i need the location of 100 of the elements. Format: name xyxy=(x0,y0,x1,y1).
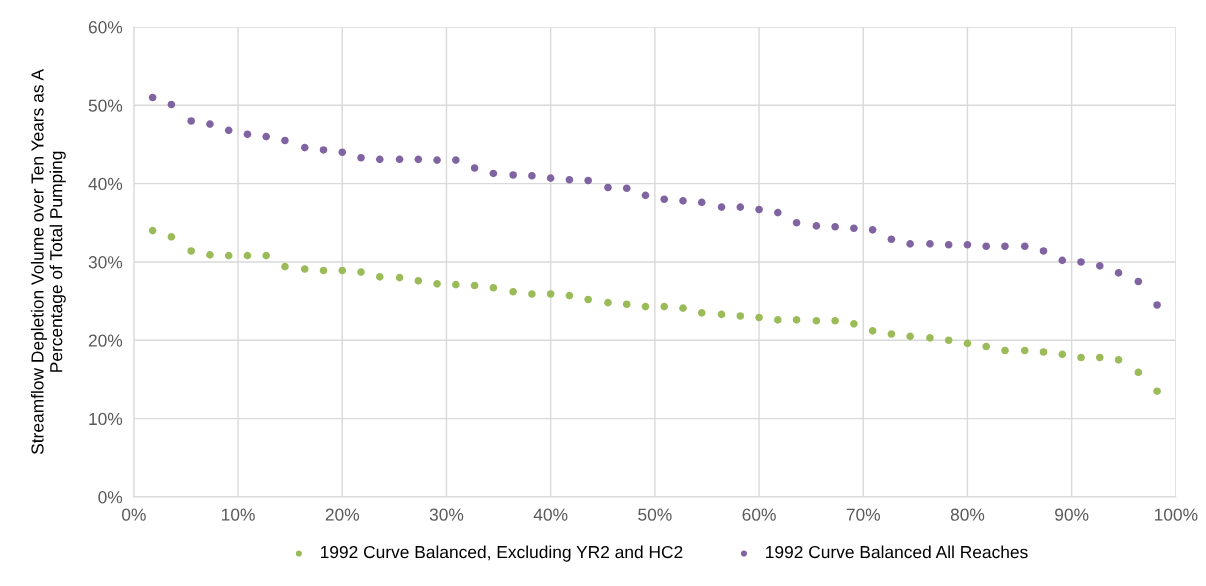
point xyxy=(395,273,404,282)
point xyxy=(546,174,555,182)
point xyxy=(641,302,650,311)
y-tick-label: 10% xyxy=(89,412,123,426)
x-tick-label: 20% xyxy=(325,508,360,521)
point xyxy=(717,203,726,211)
point xyxy=(375,273,384,281)
point xyxy=(433,156,441,164)
point xyxy=(395,155,404,164)
point xyxy=(850,320,858,328)
point xyxy=(357,268,365,276)
point xyxy=(509,171,517,179)
point xyxy=(300,265,309,273)
x-tick-label: 0% xyxy=(122,508,146,521)
point xyxy=(641,191,650,200)
point xyxy=(338,148,347,157)
point xyxy=(167,100,176,109)
point xyxy=(1058,256,1067,265)
point xyxy=(926,240,934,248)
point xyxy=(281,136,289,145)
point xyxy=(509,287,517,296)
point xyxy=(963,240,972,249)
x-tick-label: 80% xyxy=(950,508,985,521)
point xyxy=(206,120,214,128)
point xyxy=(357,153,365,162)
point xyxy=(1001,346,1009,355)
point xyxy=(831,222,839,231)
x-tick-label: 100% xyxy=(1154,508,1198,521)
y-tick-label: 30% xyxy=(88,256,123,269)
point xyxy=(319,146,328,154)
point xyxy=(565,291,574,300)
point xyxy=(755,205,763,214)
point xyxy=(338,266,347,275)
point xyxy=(206,251,214,259)
y-axis-title: Streamflow Depletion Volume over Ten Years as A Percentage of Total Pumping xyxy=(30,69,66,455)
point xyxy=(1114,356,1123,364)
point xyxy=(224,251,233,260)
point xyxy=(414,276,423,285)
point xyxy=(187,117,195,125)
point xyxy=(452,280,460,289)
point xyxy=(243,130,252,139)
point xyxy=(831,316,839,325)
point xyxy=(489,283,498,292)
point xyxy=(224,126,233,135)
point xyxy=(697,309,706,317)
x-tick-label: 10% xyxy=(222,508,255,521)
point xyxy=(1134,277,1143,286)
x-tick-label: 70% xyxy=(846,508,881,521)
point xyxy=(679,304,687,312)
point xyxy=(887,235,896,244)
point xyxy=(868,327,877,335)
point xyxy=(604,183,612,192)
point xyxy=(584,176,592,185)
point xyxy=(850,224,858,233)
point xyxy=(167,233,176,241)
point xyxy=(717,310,726,319)
point xyxy=(584,295,592,304)
x-tick-label: 30% xyxy=(429,508,464,521)
point xyxy=(489,169,498,178)
point xyxy=(887,330,896,338)
point xyxy=(755,313,763,322)
point xyxy=(187,247,195,255)
legend-label: 1992 Curve Balanced All Reaches xyxy=(766,545,1028,559)
point xyxy=(944,336,953,345)
point xyxy=(414,155,423,164)
y-tick-label: 60% xyxy=(88,21,123,34)
point xyxy=(565,175,574,184)
point xyxy=(528,290,536,298)
point xyxy=(470,164,479,172)
point xyxy=(792,218,801,227)
point xyxy=(774,316,782,324)
legend-label: 1992 Curve Balanced, Excluding YR2 and HC2 xyxy=(320,545,683,562)
point xyxy=(944,240,953,249)
point xyxy=(679,197,687,205)
point xyxy=(148,93,157,102)
point xyxy=(528,171,536,180)
point xyxy=(1114,269,1123,277)
point xyxy=(982,342,991,351)
point xyxy=(774,208,782,217)
point xyxy=(1153,387,1161,395)
point xyxy=(812,316,821,325)
point xyxy=(622,300,631,309)
point xyxy=(1058,350,1067,359)
point xyxy=(1077,353,1085,362)
point xyxy=(1077,258,1085,266)
y-tick-label: 40% xyxy=(88,177,123,191)
point xyxy=(868,226,877,234)
y-tick-label: 20% xyxy=(88,334,123,347)
point xyxy=(300,143,309,152)
point xyxy=(982,242,991,251)
point xyxy=(1039,348,1048,356)
point xyxy=(697,198,706,207)
x-tick-label: 60% xyxy=(742,508,776,521)
point xyxy=(262,251,270,260)
point xyxy=(736,203,745,211)
y-tick-label: 50% xyxy=(88,99,123,112)
point xyxy=(262,132,270,141)
point xyxy=(433,280,441,288)
point xyxy=(1095,262,1104,270)
x-tick-label: 90% xyxy=(1055,508,1089,521)
